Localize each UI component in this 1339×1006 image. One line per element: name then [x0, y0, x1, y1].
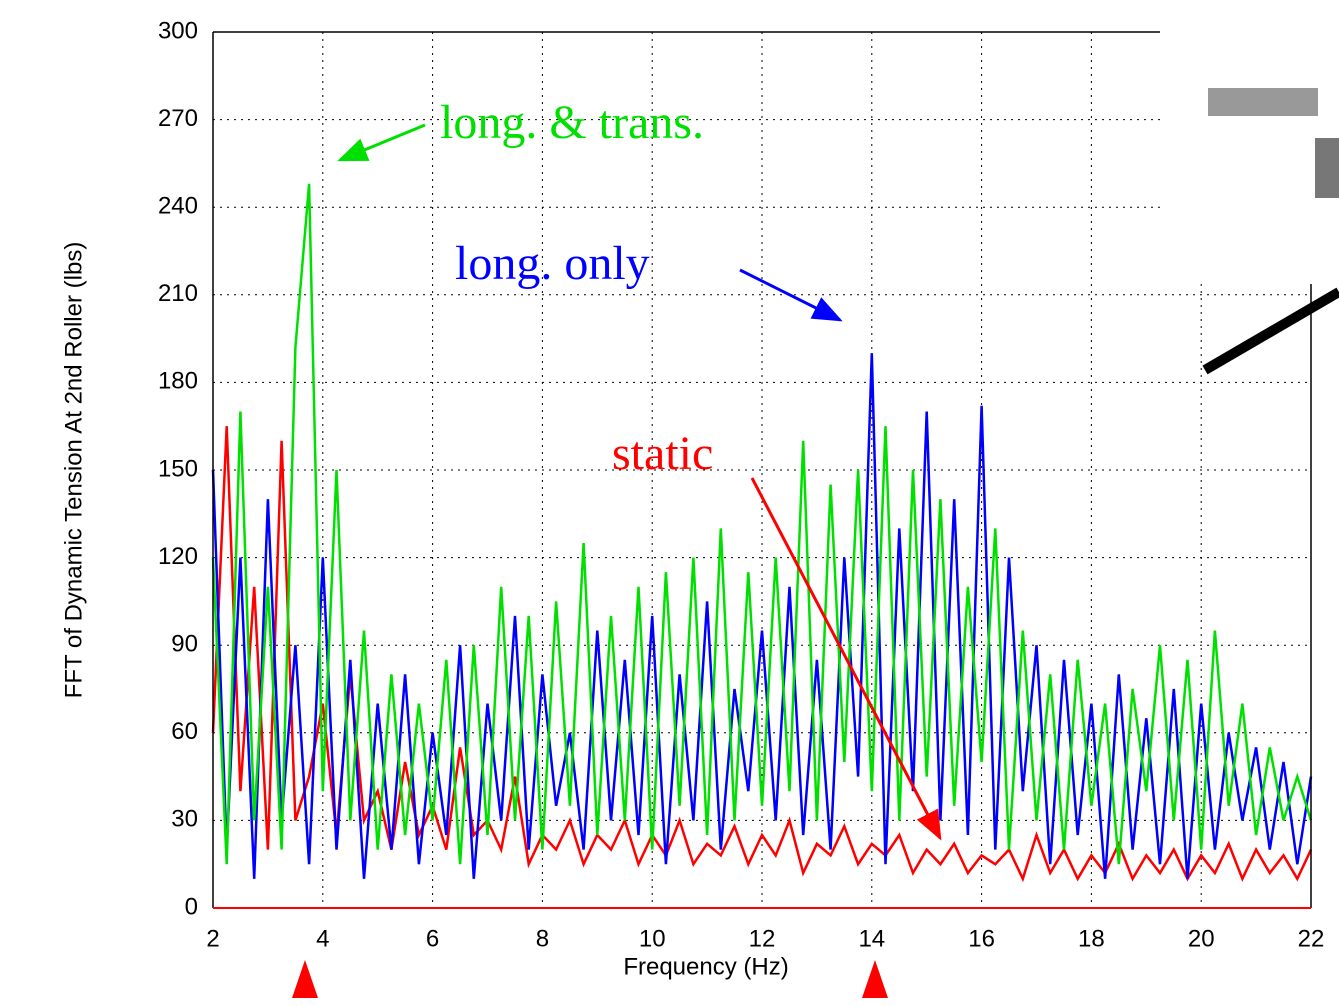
- grid: [212, 31, 1312, 909]
- lines: [211, 183, 1313, 883]
- x-tick-label: 20: [1188, 925, 1215, 952]
- x-tick-label: 18: [1078, 925, 1105, 952]
- y-tick-label: 210: [158, 280, 198, 307]
- y-tick-label: 0: [185, 893, 198, 920]
- x-tick-label: 12: [749, 925, 776, 952]
- y-tick-label: 60: [171, 718, 198, 745]
- y-tick-label: 30: [171, 806, 198, 833]
- roller-rod: [1202, 287, 1339, 375]
- x-tick-label: 16: [968, 925, 995, 952]
- x-tick-label: 4: [316, 925, 329, 952]
- annotation: static: [612, 427, 713, 480]
- y-tick-label: 180: [158, 368, 198, 395]
- arrow: [750, 477, 942, 841]
- y-tick-label: 120: [158, 543, 198, 570]
- x-tick-label: 14: [858, 925, 885, 952]
- annotation: long. only: [455, 237, 650, 290]
- y-tick-label: 240: [158, 193, 198, 220]
- y-tick-label: 300: [158, 17, 198, 44]
- x-tick-label: 2: [206, 925, 219, 952]
- series-line: [211, 426, 1313, 883]
- y-axis-label: FFT of Dynamic Tension At 2nd Roller (lb…: [60, 242, 87, 699]
- x-tick-label: 6: [426, 925, 439, 952]
- y-tick-label: 270: [158, 105, 198, 132]
- annotation: long. & trans.: [440, 96, 704, 149]
- x-tick-label: 22: [1298, 925, 1325, 952]
- arrow: [739, 268, 843, 322]
- marker-triangle: [862, 960, 888, 998]
- x-tick-label: 8: [536, 925, 549, 952]
- y-tick-label: 150: [158, 455, 198, 482]
- arrow: [337, 123, 426, 162]
- x-tick-label: 10: [639, 925, 666, 952]
- roller-image: [1315, 138, 1339, 198]
- marker-triangle: [292, 960, 318, 998]
- y-tick-label: 90: [171, 631, 198, 658]
- series-line: [211, 183, 1313, 865]
- roller-image: [1208, 88, 1318, 116]
- x-axis-label: Frequency (Hz): [623, 953, 788, 980]
- image-mask: [1163, 0, 1339, 284]
- series-line: [211, 353, 1313, 879]
